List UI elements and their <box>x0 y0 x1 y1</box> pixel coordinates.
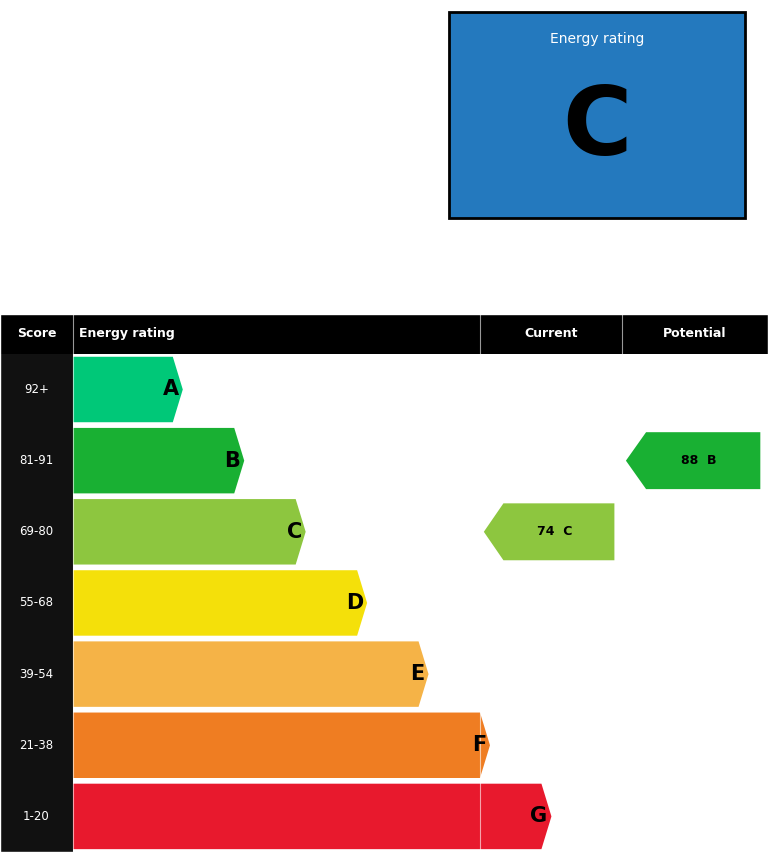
Text: 74  C: 74 C <box>538 526 573 538</box>
Polygon shape <box>73 428 244 493</box>
Bar <box>449 12 745 218</box>
Text: C: C <box>562 83 632 176</box>
Text: 92+: 92+ <box>24 383 49 396</box>
Polygon shape <box>73 499 306 565</box>
Polygon shape <box>73 784 551 849</box>
Text: G: G <box>531 807 548 826</box>
Text: Valid until: Valid until <box>154 250 230 266</box>
Polygon shape <box>73 642 429 707</box>
Text: Score: Score <box>17 327 56 340</box>
Bar <box>0 425 73 496</box>
Bar <box>0 354 73 425</box>
Polygon shape <box>73 357 183 423</box>
Text: 81-91: 81-91 <box>19 454 54 467</box>
Text: D: D <box>346 593 363 613</box>
Text: 55-68: 55-68 <box>19 596 54 609</box>
Text: 69-80: 69-80 <box>19 526 54 538</box>
Text: Energy rating: Energy rating <box>550 32 644 45</box>
Bar <box>0 638 73 710</box>
Text: 5, St. Pauls Street North: 5, St. Pauls Street North <box>27 43 236 60</box>
Text: 8708-6321-5350-6529-5992: 8708-6321-5350-6529-5992 <box>468 284 684 299</box>
Text: 39-54: 39-54 <box>19 668 54 681</box>
Bar <box>0 780 73 852</box>
Text: Certificate number: Certificate number <box>504 250 648 266</box>
Text: A: A <box>163 379 179 400</box>
Bar <box>0 314 768 354</box>
Text: E: E <box>410 664 425 684</box>
Text: Potential: Potential <box>664 327 727 340</box>
Polygon shape <box>73 712 490 778</box>
Text: Energy rating: Energy rating <box>79 327 175 340</box>
Text: 10 September 2028: 10 September 2028 <box>116 284 268 299</box>
Text: GL50 4AQ: GL50 4AQ <box>27 139 114 157</box>
Bar <box>0 710 73 780</box>
Text: C: C <box>286 521 302 542</box>
Text: 88  B: 88 B <box>681 454 717 467</box>
Polygon shape <box>73 570 367 636</box>
Text: 1-20: 1-20 <box>23 810 50 823</box>
Polygon shape <box>626 432 760 489</box>
Polygon shape <box>484 504 614 561</box>
Bar <box>0 496 73 567</box>
Text: Current: Current <box>525 327 578 340</box>
Bar <box>0 567 73 638</box>
Text: 21-38: 21-38 <box>19 739 54 751</box>
Text: CHELTENHAM: CHELTENHAM <box>27 92 145 110</box>
Text: B: B <box>224 451 240 470</box>
Text: F: F <box>472 735 486 755</box>
